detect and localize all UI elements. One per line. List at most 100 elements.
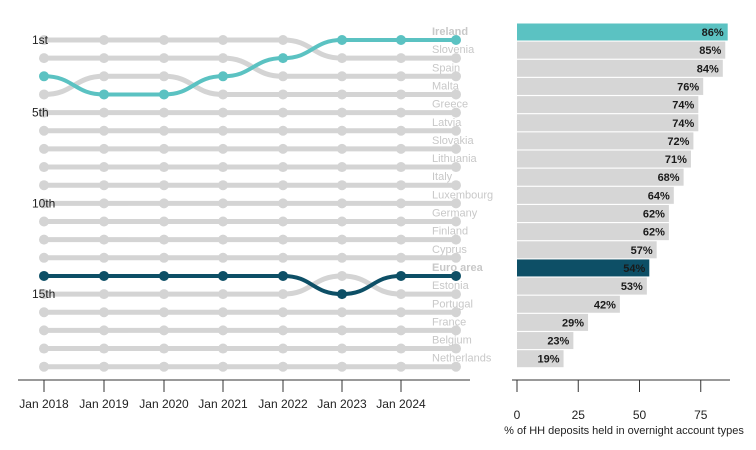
bump-point-slovenia-3 xyxy=(159,35,169,45)
bump-point-latvia-6 xyxy=(337,125,347,136)
bump-point-slovakia-6 xyxy=(337,143,347,154)
bump-point-slovakia-1 xyxy=(39,143,49,154)
country-label-slovenia: Slovenia xyxy=(432,44,475,56)
bump-x-tick-label-5: Jan 2022 xyxy=(258,397,308,411)
bump-point-portugal-5 xyxy=(278,307,288,318)
bump-point-france-1 xyxy=(39,325,49,336)
bump-point-euro-area-1 xyxy=(39,270,49,281)
bar-italy xyxy=(517,168,684,186)
country-label-finland: Finland xyxy=(432,226,468,238)
bump-point-slovenia-7 xyxy=(396,53,406,64)
country-label-latvia: Latvia xyxy=(432,117,462,129)
bump-point-netherlands-5 xyxy=(278,361,288,372)
bump-point-france-5 xyxy=(278,325,288,336)
bump-point-cyprus-7 xyxy=(396,252,406,263)
bump-point-slovenia-2 xyxy=(99,35,109,45)
bump-point-estonia-2 xyxy=(99,289,109,300)
bump-point-lithuania-1 xyxy=(39,162,49,173)
bump-point-slovakia-5 xyxy=(278,143,288,154)
bump-point-cyprus-3 xyxy=(159,252,169,263)
rank-labels: 1st 5th 10th 15th xyxy=(32,33,55,301)
bump-point-luxembourg-5 xyxy=(278,198,288,209)
bar-france xyxy=(517,313,589,331)
bump-point-germany-7 xyxy=(396,216,406,227)
bump-point-portugal-1 xyxy=(39,307,49,318)
bump-point-estonia-3 xyxy=(159,289,169,300)
bump-point-finland-3 xyxy=(159,234,169,245)
bump-point-france-6 xyxy=(337,325,347,336)
bump-point-spain-1 xyxy=(39,53,49,64)
country-label-netherlands: Netherlands xyxy=(432,353,492,365)
bump-point-luxembourg-4 xyxy=(218,198,228,209)
bump-point-lithuania-7 xyxy=(396,162,406,173)
bump-point-germany-2 xyxy=(99,216,109,227)
bump-point-netherlands-4 xyxy=(218,361,228,372)
bump-point-cyprus-1 xyxy=(39,252,49,263)
bump-point-euro-area-2 xyxy=(99,270,109,281)
bump-point-cyprus-8 xyxy=(451,252,461,263)
bump-point-luxembourg-2 xyxy=(99,198,109,209)
bump-point-malta-4 xyxy=(218,89,228,100)
bump-labels: Ireland Slovenia Spain Malta Greece Latvia Slo… xyxy=(432,26,493,365)
bar-value-label-malta: 76% xyxy=(677,81,699,93)
bar-luxembourg xyxy=(517,186,674,204)
bar-value-label-finland: 62% xyxy=(643,227,665,239)
bump-point-spain-6 xyxy=(337,71,347,82)
bump-point-italy-5 xyxy=(278,180,288,191)
bump-point-estonia-4 xyxy=(218,289,228,300)
bump-point-estonia-7 xyxy=(396,289,406,300)
bump-point-malta-1 xyxy=(39,89,49,100)
bump-point-latvia-3 xyxy=(159,125,169,136)
bar-value-label-portugal: 42% xyxy=(594,299,616,311)
country-label-euro-area: Euro area xyxy=(432,262,484,274)
bump-point-france-7 xyxy=(396,325,406,336)
bump-point-italy-4 xyxy=(218,180,228,191)
bar-value-label-cyprus: 57% xyxy=(631,245,653,257)
bar-euro-area xyxy=(517,259,650,277)
rank-label-10: 10th xyxy=(32,196,55,210)
country-label-luxembourg: Luxembourg xyxy=(432,189,493,201)
bump-point-lithuania-3 xyxy=(159,162,169,173)
country-label-lithuania: Lithuania xyxy=(432,153,478,165)
bump-point-greece-5 xyxy=(278,107,288,118)
bump-x-tick-label-4: Jan 2021 xyxy=(198,397,248,411)
bar-ireland xyxy=(517,23,728,41)
bump-point-germany-4 xyxy=(218,216,228,227)
bar-x-axis: 0 25 50 75 % of HH deposits held in overnigh… xyxy=(504,379,744,437)
bar-value-label-slovakia: 72% xyxy=(667,136,689,148)
bar-belgium xyxy=(517,332,574,350)
bump-point-netherlands-6 xyxy=(337,361,347,372)
bump-point-euro-area-6 xyxy=(337,289,347,300)
bar-value-label-spain: 84% xyxy=(697,63,719,75)
bump-dots xyxy=(39,35,461,372)
bump-point-netherlands-2 xyxy=(99,361,109,372)
bump-point-ireland-3 xyxy=(159,89,169,100)
bump-point-france-3 xyxy=(159,325,169,336)
bump-point-malta-8 xyxy=(451,89,461,100)
bump-x-axis: Jan 2018 Jan 2019 Jan 2020 Jan 2021 Jan 2022… xyxy=(18,379,470,411)
rank-label-1: 1st xyxy=(32,33,49,47)
country-label-france: France xyxy=(432,316,466,328)
bump-point-spain-4 xyxy=(218,53,228,64)
bar-x-tick-label-1: 0 xyxy=(514,408,521,422)
bar-value-label-italy: 68% xyxy=(658,172,680,184)
bump-point-spain-8 xyxy=(451,71,461,82)
bump-point-slovenia-5 xyxy=(278,35,288,45)
bump-point-greece-7 xyxy=(396,107,406,118)
bump-point-finland-7 xyxy=(396,234,406,245)
bump-point-portugal-6 xyxy=(337,307,347,318)
country-label-estonia: Estonia xyxy=(432,280,470,292)
bump-point-portugal-7 xyxy=(396,307,406,318)
bar-slovenia xyxy=(517,41,726,59)
country-label-belgium: Belgium xyxy=(432,335,472,347)
bump-point-germany-5 xyxy=(278,216,288,227)
bump-point-greece-6 xyxy=(337,107,347,118)
bump-point-belgium-4 xyxy=(218,343,228,354)
bump-point-euro-area-4 xyxy=(218,270,228,281)
bump-point-slovakia-4 xyxy=(218,143,228,154)
bar-x-tick-label-2: 25 xyxy=(572,408,586,422)
bump-point-greece-2 xyxy=(99,107,109,118)
bump-point-belgium-5 xyxy=(278,343,288,354)
bar-malta xyxy=(517,77,704,95)
